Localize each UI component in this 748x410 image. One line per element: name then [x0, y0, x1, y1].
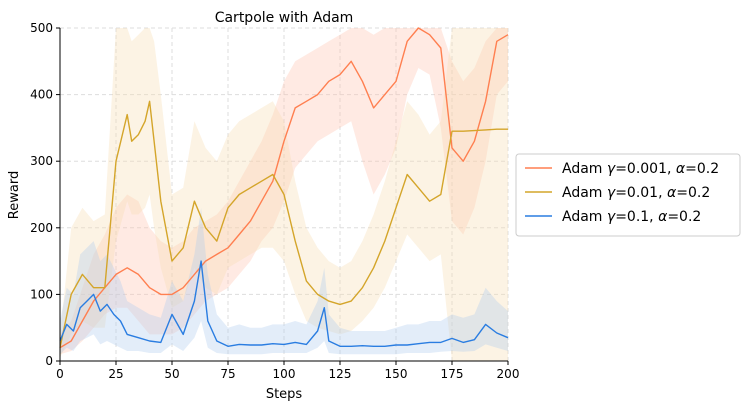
x-tick-label: 50	[164, 367, 179, 381]
x-tick-label: 100	[273, 367, 296, 381]
series-3-band	[60, 207, 508, 355]
legend-box	[515, 153, 741, 237]
x-tick-labels: 0 25 50 75 100 125 150 175 200	[56, 367, 519, 381]
x-tick-label: 0	[56, 367, 64, 381]
series-1-band	[60, 28, 508, 355]
y-tick-labels: 0 100 200 300 400 500	[30, 21, 53, 368]
x-axis-label: Steps	[266, 387, 303, 402]
axes	[56, 27, 509, 365]
legend-text-part: =0.01,	[615, 185, 667, 201]
y-tick-label: 200	[30, 221, 53, 235]
legend-text-part: γ	[607, 185, 616, 201]
y-tick-label: 300	[30, 154, 53, 168]
x-tick-label: 150	[385, 367, 408, 381]
chart-title: Cartpole with Adam	[215, 10, 354, 26]
legend-text-part: =0.1,	[615, 209, 658, 225]
legend-text-part: γ	[607, 161, 616, 177]
x-tick-label: 25	[108, 367, 123, 381]
series-lines	[59, 27, 509, 349]
series-3-line	[59, 260, 509, 347]
y-axis-label: Reward	[7, 171, 22, 219]
legend-text-part: Adam	[562, 185, 607, 201]
series-2-line	[59, 100, 508, 348]
legend-text-part: α	[667, 185, 677, 201]
legend-entry-2: Adam γ=0.01, α=0.2	[562, 185, 710, 201]
legend-text-part: α	[676, 161, 686, 177]
legend-text-part: =0.001,	[615, 161, 676, 177]
legend-text-part: =0.2	[667, 209, 701, 225]
x-tick-label: 175	[441, 367, 464, 381]
x-tick-label: 75	[220, 367, 235, 381]
y-tick-label: 100	[30, 287, 53, 301]
x-tick-label: 125	[329, 367, 352, 381]
x-tick-label: 200	[497, 367, 520, 381]
legend-text-part: α	[658, 209, 668, 225]
y-tick-label: 0	[45, 354, 53, 368]
series-1-line	[59, 27, 509, 349]
legend-text-part: Adam	[562, 161, 607, 177]
legend-text-part: =0.2	[676, 185, 710, 201]
legend-entry-1: Adam γ=0.001, α=0.2	[562, 161, 719, 177]
legend-text-part: =0.2	[685, 161, 719, 177]
y-tick-label: 400	[30, 88, 53, 102]
legend-text-part: Adam	[562, 209, 607, 225]
legend-entry-3: Adam γ=0.1, α=0.2	[562, 209, 701, 225]
y-tick-label: 500	[30, 21, 53, 35]
legend-text-part: γ	[607, 209, 616, 225]
